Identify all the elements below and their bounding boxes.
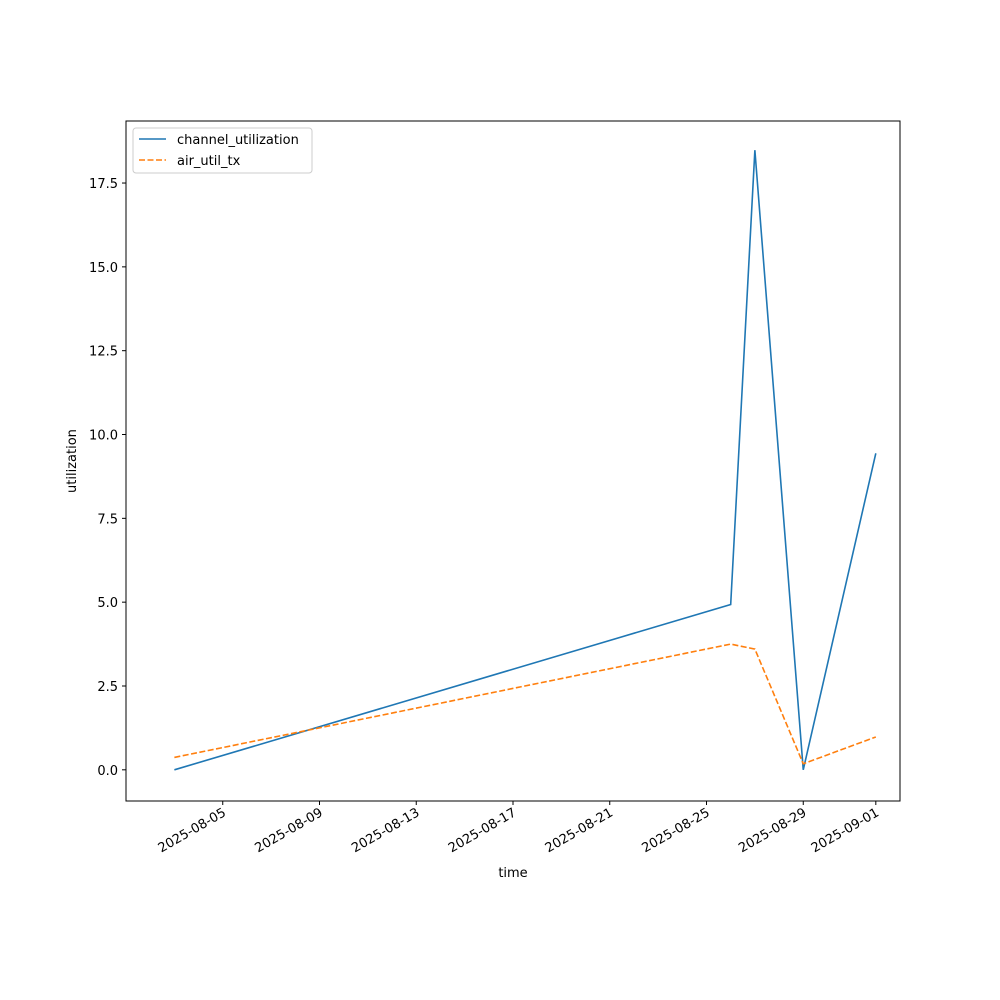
x-axis-label: time <box>498 866 527 881</box>
y-tick-label: 5.0 <box>97 596 118 611</box>
y-tick-label: 0.0 <box>97 764 118 779</box>
legend-label: channel_utilization <box>177 133 299 148</box>
legend-box <box>132 127 313 174</box>
y-tick-label: 17.5 <box>89 177 118 192</box>
y-axis-label: utilization <box>65 429 80 493</box>
y-tick-label: 15.0 <box>89 261 118 276</box>
plot-frame <box>125 120 901 802</box>
y-tick-label: 7.5 <box>97 512 118 527</box>
y-tick-label: 2.5 <box>97 680 118 695</box>
series-line <box>174 643 877 765</box>
y-tick-label: 10.0 <box>89 429 118 444</box>
y-tick-label: 12.5 <box>89 345 118 360</box>
legend-label: air_util_tx <box>177 154 241 169</box>
series-line <box>174 150 877 771</box>
